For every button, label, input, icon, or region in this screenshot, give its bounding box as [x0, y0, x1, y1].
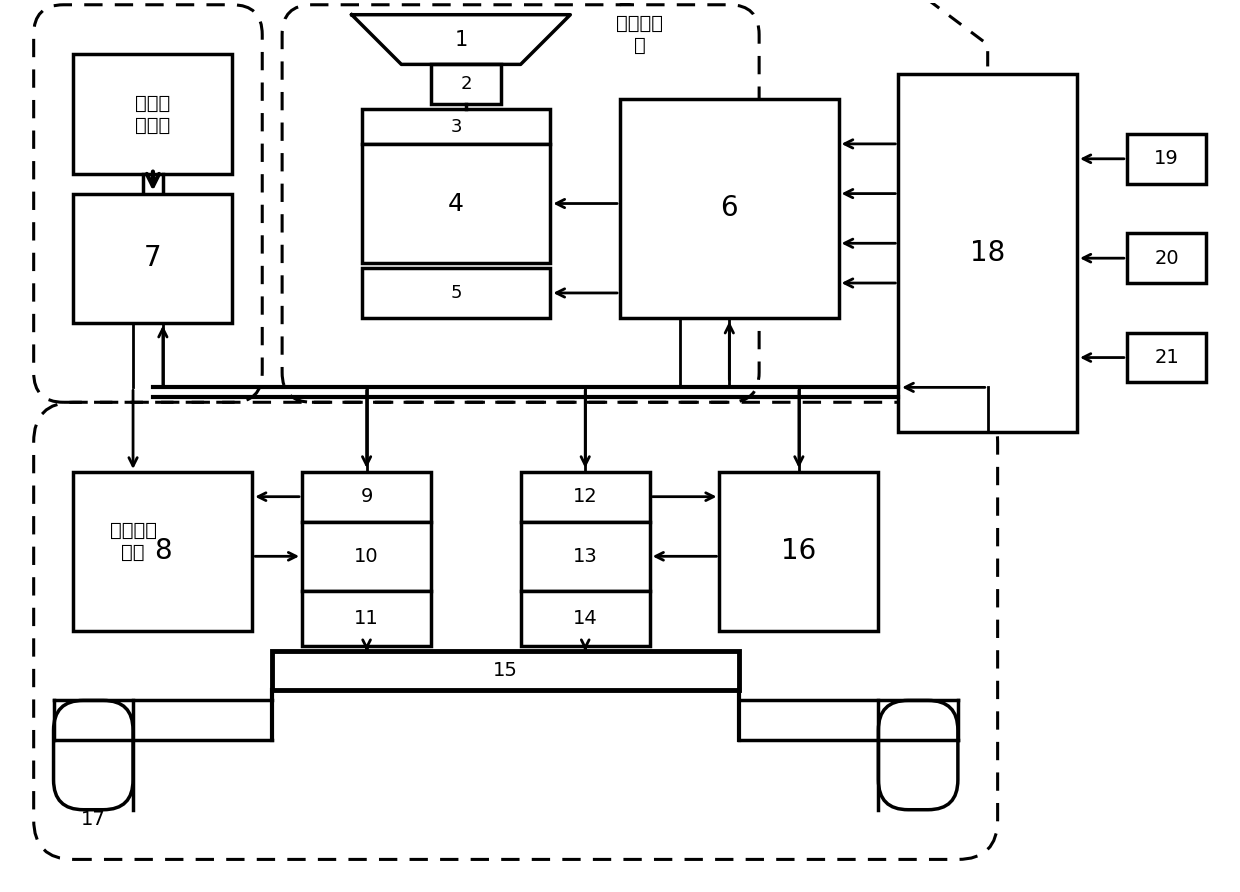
- Text: 8: 8: [154, 537, 171, 566]
- FancyBboxPatch shape: [303, 522, 432, 591]
- Text: 12: 12: [573, 487, 598, 506]
- Text: 19: 19: [1154, 149, 1179, 169]
- Text: 10: 10: [355, 547, 379, 566]
- FancyBboxPatch shape: [521, 522, 650, 591]
- FancyBboxPatch shape: [620, 99, 838, 318]
- Text: 11: 11: [355, 609, 379, 628]
- Text: 21: 21: [1154, 348, 1179, 367]
- FancyBboxPatch shape: [362, 109, 551, 144]
- FancyBboxPatch shape: [878, 700, 957, 810]
- Text: 7: 7: [144, 244, 161, 272]
- FancyBboxPatch shape: [303, 591, 432, 646]
- Text: 前轮转向
总成: 前轮转向 总成: [109, 521, 156, 562]
- Text: 15: 15: [494, 661, 518, 680]
- Text: 3: 3: [450, 118, 461, 136]
- FancyBboxPatch shape: [73, 54, 232, 174]
- FancyBboxPatch shape: [432, 64, 501, 104]
- Text: 5: 5: [450, 284, 461, 302]
- Text: 4: 4: [448, 192, 464, 216]
- FancyBboxPatch shape: [898, 74, 1078, 432]
- FancyBboxPatch shape: [303, 472, 432, 522]
- FancyBboxPatch shape: [73, 472, 252, 631]
- Text: 汽车状
态信号: 汽车状 态信号: [135, 94, 171, 135]
- Text: 6: 6: [720, 194, 738, 222]
- FancyBboxPatch shape: [1127, 134, 1207, 184]
- FancyBboxPatch shape: [53, 700, 133, 810]
- Text: 14: 14: [573, 609, 598, 628]
- Text: 13: 13: [573, 547, 598, 566]
- Text: 转向盘总
成: 转向盘总 成: [616, 14, 663, 55]
- FancyBboxPatch shape: [1127, 333, 1207, 383]
- Text: 1: 1: [454, 29, 467, 50]
- Polygon shape: [352, 14, 570, 64]
- FancyBboxPatch shape: [272, 651, 739, 690]
- Text: 18: 18: [970, 239, 1006, 268]
- FancyBboxPatch shape: [73, 194, 232, 323]
- Text: 17: 17: [81, 810, 105, 830]
- FancyBboxPatch shape: [521, 591, 650, 646]
- FancyBboxPatch shape: [362, 144, 551, 263]
- Text: 2: 2: [460, 75, 471, 94]
- FancyBboxPatch shape: [362, 268, 551, 318]
- FancyBboxPatch shape: [521, 472, 650, 522]
- FancyBboxPatch shape: [1127, 234, 1207, 283]
- Text: 20: 20: [1154, 249, 1179, 268]
- FancyBboxPatch shape: [719, 472, 878, 631]
- Text: 9: 9: [361, 487, 373, 506]
- Text: 16: 16: [781, 537, 816, 566]
